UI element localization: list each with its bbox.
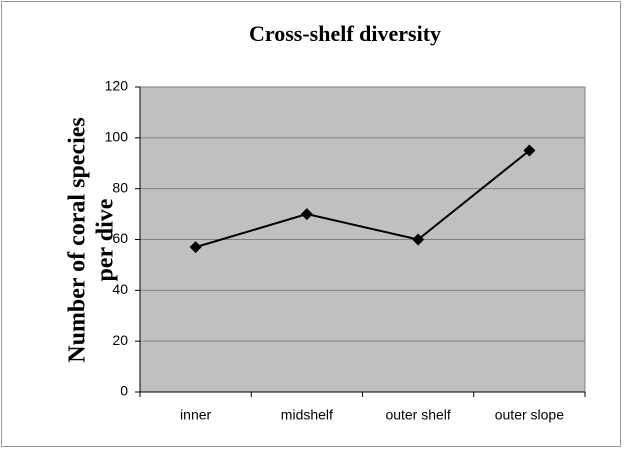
data-point [523,144,536,157]
y-tick-label: 40 [112,281,128,297]
y-axis-title-line: per dive [93,198,119,281]
x-tick-label: outer shelf [385,407,450,423]
x-tick-label: outer slope [495,407,564,423]
y-axis-title-line: Number of coral species [65,117,91,363]
y-tick-label: 20 [112,332,128,348]
x-tick-label: inner [180,407,211,423]
data-line [195,149,530,249]
y-tick-label: 100 [105,129,129,145]
data-point [300,208,313,221]
data-point [189,241,202,254]
x-tick-label: midshelf [281,407,333,423]
y-tick-label: 120 [105,78,129,94]
y-axis-title: Number of coral species per dive [65,117,119,363]
y-tick-label: 80 [112,179,128,195]
chart-title: Cross-shelf diversity [249,21,441,46]
y-tick-label: 0 [120,383,128,399]
y-tick-label: 60 [112,230,128,246]
data-point [412,233,425,246]
